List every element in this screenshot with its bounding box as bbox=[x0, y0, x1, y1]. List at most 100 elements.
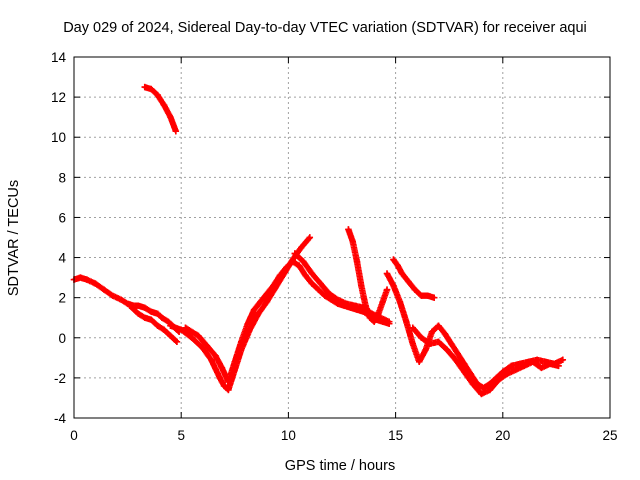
grid bbox=[74, 57, 610, 418]
data-point bbox=[141, 314, 148, 321]
data-point bbox=[317, 280, 324, 287]
data-point bbox=[308, 280, 316, 287]
chart-title: Day 029 of 2024, Sidereal Day-to-day VTE… bbox=[63, 20, 587, 36]
series-markers bbox=[167, 234, 313, 394]
data-point bbox=[167, 332, 174, 339]
y-tick-label: 0 bbox=[58, 331, 66, 346]
axis-ticks: 0 5 10 15 20 25 -4 -2 0 2 4 6 8 10 12 14 bbox=[51, 50, 618, 443]
data-point bbox=[257, 298, 264, 305]
data-point bbox=[216, 374, 223, 382]
y-tick-label: -2 bbox=[54, 371, 66, 386]
data-point bbox=[375, 310, 382, 317]
data-point bbox=[508, 362, 515, 370]
data-point bbox=[495, 376, 502, 384]
data-point bbox=[503, 370, 511, 378]
data-point bbox=[461, 360, 468, 368]
series-1 bbox=[70, 274, 183, 335]
y-tick-label: 4 bbox=[58, 251, 66, 266]
data-point bbox=[454, 350, 461, 358]
data-point bbox=[173, 338, 181, 345]
data-point bbox=[218, 364, 226, 372]
data-point bbox=[195, 332, 202, 339]
y-tick-label: -4 bbox=[54, 411, 66, 426]
data-point bbox=[486, 386, 494, 394]
data-point bbox=[263, 298, 271, 305]
data-point bbox=[165, 318, 172, 325]
data-point bbox=[141, 304, 148, 311]
data-point bbox=[92, 280, 99, 287]
data-point bbox=[188, 334, 196, 341]
data-point bbox=[321, 292, 329, 299]
data-point bbox=[172, 128, 180, 135]
data-point bbox=[283, 264, 290, 271]
data-point bbox=[379, 298, 386, 305]
data-point bbox=[409, 340, 416, 347]
data-point bbox=[405, 278, 412, 285]
data-point bbox=[154, 322, 161, 329]
data-point bbox=[77, 274, 84, 281]
data-point bbox=[435, 322, 442, 329]
data-point bbox=[270, 282, 277, 289]
data-point bbox=[383, 286, 391, 293]
data-point bbox=[263, 290, 271, 297]
data-point bbox=[300, 258, 307, 265]
data-point bbox=[250, 306, 258, 313]
data-point bbox=[302, 272, 309, 279]
series-markers bbox=[70, 274, 183, 335]
data-point bbox=[135, 310, 142, 317]
data-point bbox=[147, 308, 155, 315]
data-point bbox=[469, 380, 476, 388]
data-point bbox=[126, 302, 133, 309]
data-point bbox=[441, 330, 449, 337]
data-point bbox=[529, 358, 537, 366]
data-point bbox=[160, 326, 168, 333]
data-point bbox=[366, 314, 374, 321]
data-point bbox=[358, 282, 365, 289]
data-point bbox=[512, 366, 519, 374]
data-point bbox=[208, 356, 215, 364]
data-point bbox=[343, 300, 350, 307]
data-point bbox=[394, 262, 401, 269]
y-tick-label: 10 bbox=[51, 130, 66, 145]
data-point bbox=[225, 378, 232, 386]
data-point bbox=[351, 302, 359, 309]
x-axis-title: GPS time / hours bbox=[285, 458, 395, 474]
data-point bbox=[178, 326, 185, 333]
data-point bbox=[418, 292, 425, 299]
data-point bbox=[135, 302, 142, 309]
data-point bbox=[555, 362, 562, 370]
data-point bbox=[461, 368, 468, 376]
data-point bbox=[546, 360, 554, 368]
data-point bbox=[345, 226, 352, 233]
series-4 bbox=[167, 234, 314, 394]
data-point bbox=[220, 382, 228, 390]
data-point bbox=[160, 101, 168, 109]
data-point bbox=[349, 238, 356, 245]
data-point bbox=[422, 346, 429, 354]
data-point bbox=[538, 364, 545, 372]
data-point bbox=[435, 338, 442, 345]
data-point bbox=[418, 334, 425, 341]
data-point bbox=[403, 318, 410, 325]
data-point bbox=[424, 292, 431, 299]
y-tick-label: 12 bbox=[51, 90, 66, 105]
data-point bbox=[398, 270, 406, 277]
data-series bbox=[70, 83, 567, 398]
data-point bbox=[308, 270, 316, 277]
data-point bbox=[478, 390, 485, 398]
data-point bbox=[289, 258, 296, 265]
data-point bbox=[295, 262, 303, 269]
data-point bbox=[147, 316, 155, 323]
x-tick-label: 25 bbox=[602, 428, 617, 443]
x-tick-label: 5 bbox=[177, 428, 185, 443]
data-point bbox=[390, 256, 397, 263]
data-point bbox=[291, 250, 299, 257]
data-point bbox=[385, 318, 393, 325]
series-7 bbox=[345, 226, 391, 325]
x-tick-label: 15 bbox=[388, 428, 403, 443]
data-point bbox=[182, 324, 189, 331]
data-point bbox=[158, 314, 166, 321]
data-point bbox=[255, 310, 262, 317]
data-point bbox=[411, 286, 419, 293]
data-point bbox=[141, 83, 148, 91]
